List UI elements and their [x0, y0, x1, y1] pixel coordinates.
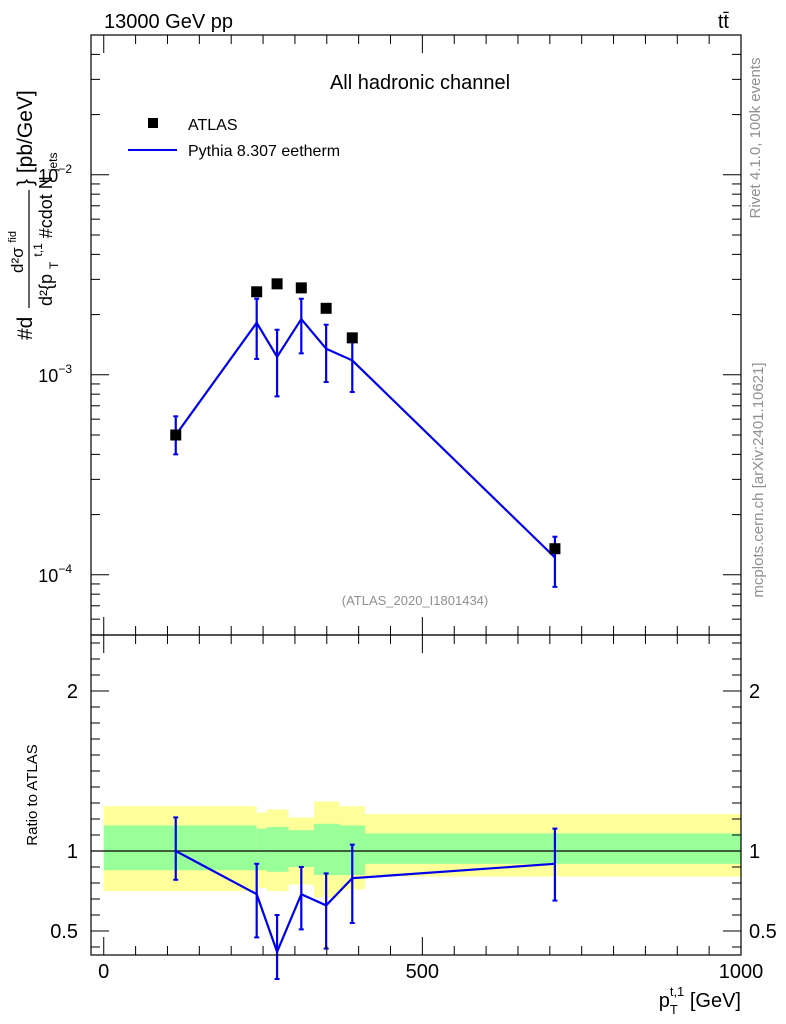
atlas-data-point [271, 278, 283, 290]
ratio-band-inner [314, 823, 340, 875]
ratio-band-inner [365, 833, 741, 864]
svg-text:d²σ fid: d²σ fid [7, 231, 27, 273]
atlas-data-point [346, 332, 358, 344]
x-tick-label: 0 [98, 961, 109, 983]
atlas-data-point [170, 429, 182, 441]
ratio-frame [90, 634, 742, 956]
main-y-axis-label: #d d²σ fid d²{p T t,1 #cdot N jets } [pb… [7, 90, 62, 340]
ylabel-den-sub2: jets [46, 152, 60, 172]
ratio-data-marks [91, 816, 741, 980]
main-axis-ticks: 10−410−310−2 [38, 34, 742, 636]
atlas-data-point [320, 302, 332, 314]
ylabel-den-sup: t,1 [31, 243, 45, 257]
xlabel-unit: [GeV] [684, 990, 741, 1012]
ratio-band-inner [288, 830, 315, 867]
main-y-tick-label: 10−3 [38, 362, 72, 386]
rivet-version-label: Rivet 4.1.0, 100k events [747, 58, 764, 219]
source-label: mcplots.cern.ch [arXiv:2401.10621] [750, 362, 767, 597]
ylabel-unit: } [pb/GeV] [14, 90, 37, 186]
mc-line [174, 317, 556, 559]
atlas-data-point [251, 286, 263, 298]
main-y-tick-base: 10 [38, 566, 58, 586]
legend: ATLAS Pythia 8.307 eetherm [128, 117, 340, 160]
ratio-y-tick-label-left: 0.5 [50, 921, 78, 943]
ratio-band-inner [256, 828, 267, 871]
ratio-y-tick-label-right: 2 [749, 681, 760, 703]
ylabel-numerator: d²σ [8, 247, 27, 273]
svg-text:d²{p T t,1: d²{p T t,1 #cdot N jets [26, 152, 62, 306]
ratio-panel: 0.5 0.5 1 1 2 2 0 500 1000 Ratio to ATLAS pTt,1 … [24, 634, 777, 1017]
xlabel-sub: T [670, 1002, 678, 1017]
svg-text:#d: #d [14, 317, 37, 340]
x-axis-label: pTt,1 [GeV] [659, 984, 741, 1017]
main-y-tick-exp: −2 [58, 162, 72, 176]
ratio-y-tick-label-left: 1 [67, 841, 78, 863]
xlabel-sup: t,1 [670, 984, 684, 999]
x-tick-label: 500 [406, 961, 439, 983]
legend-label-atlas: ATLAS [188, 117, 238, 134]
ylabel-den-sub: T [47, 261, 61, 269]
main-y-tick-exp: −3 [58, 362, 72, 376]
xlabel-p: p [659, 990, 670, 1012]
legend-label-mc: Pythia 8.307 eetherm [188, 143, 340, 160]
energy-label: 13000 GeV pp [104, 11, 233, 33]
analysis-watermark: (ATLAS_2020_I1801434) [342, 593, 488, 608]
ylabel-denominator: d²{p [36, 274, 56, 306]
ratio-band-inner [266, 827, 289, 872]
svg-text:} [pb/GeV]: } [pb/GeV] [14, 90, 37, 186]
main-y-tick-label: 10−4 [38, 562, 72, 586]
process-label: tt̄ [718, 11, 730, 33]
atlas-data-point [549, 543, 561, 555]
ratio-y-tick-label-left: 2 [67, 681, 78, 703]
main-y-tick-exp: −4 [58, 562, 72, 576]
atlas-data-point [295, 282, 307, 294]
ratio-band-inner [103, 825, 257, 871]
ylabel-den-mid: #cdot N [36, 176, 56, 238]
main-data-marks [170, 278, 561, 588]
ratio-axis-ticks: 0.5 0.5 1 1 2 2 0 500 1000 [50, 635, 777, 983]
main-y-tick-base: 10 [38, 366, 58, 386]
ratio-y-tick-label-right: 0.5 [749, 921, 777, 943]
legend-marker-atlas [148, 118, 158, 128]
ylabel-numerator-sup: fid [7, 231, 19, 243]
ratio-uncertainty-bands [103, 801, 741, 898]
main-title: All hadronic channel [330, 72, 510, 94]
x-tick-label: 1000 [719, 961, 764, 983]
main-y-tick-label: 10−2 [38, 162, 72, 186]
main-y-tick-base: 10 [38, 166, 58, 186]
ratio-y-axis-label: Ratio to ATLAS [24, 744, 41, 845]
main-panel: 10−410−310−2 All hadronic channel (ATLAS… [7, 34, 742, 636]
ylabel-prefix: #d [14, 317, 37, 340]
ratio-y-tick-label-right: 1 [749, 841, 760, 863]
